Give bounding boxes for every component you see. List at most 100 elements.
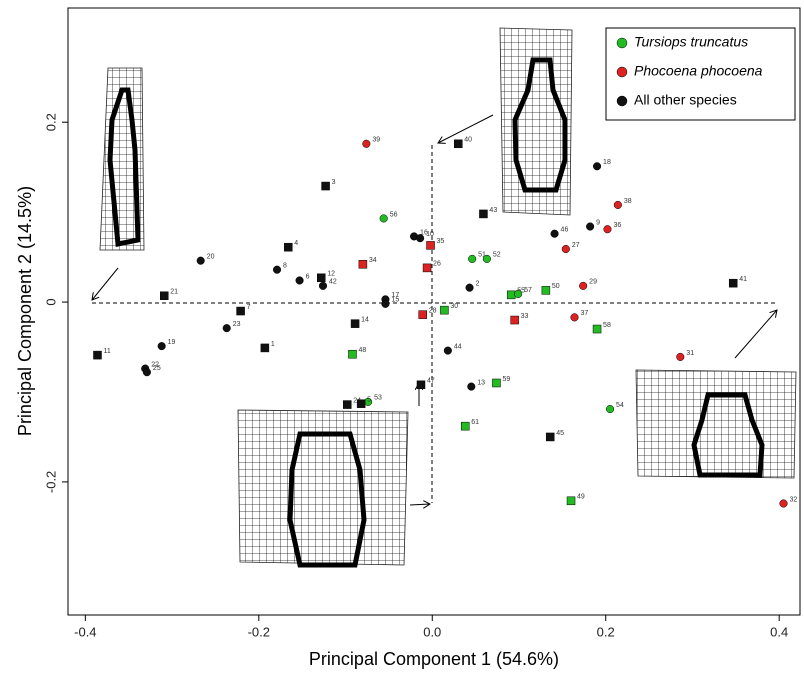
point-label: 37 [581,310,589,317]
point-label: 47 [427,378,435,385]
point-label: 11 [103,348,110,355]
point-label: 17 [391,292,399,299]
point-label: 41 [739,276,747,283]
warp-grid [499,27,573,216]
point [416,380,426,390]
point [379,214,388,223]
point-label: 56 [390,211,398,218]
point [426,241,435,250]
point-label: 6 [306,273,310,280]
point [468,254,477,263]
point [566,496,576,506]
arrow [438,114,494,143]
point-label: 25 [153,365,161,372]
point [454,139,463,149]
point-label: 49 [577,494,585,501]
x-tick-label: -0.2 [248,624,270,639]
point [561,244,570,254]
plot-frame [67,7,801,616]
point-label: 5 [367,397,371,404]
point [157,342,166,351]
point [510,315,519,325]
point-label: 7 [247,304,251,311]
point [592,324,602,334]
point-label: 29 [589,279,597,286]
point-label: 55 [517,288,525,295]
legend-marker [616,37,628,49]
point-label: 26 [433,261,441,268]
point-label: 61 [471,419,479,426]
point [541,286,551,295]
legend-label: All other species [634,92,737,108]
point [260,343,270,353]
point [317,273,326,283]
point [350,319,360,328]
point-label: 28 [429,307,437,314]
point [343,400,352,409]
point [416,234,425,243]
pc-axes [92,114,777,505]
point [482,254,491,263]
point [196,256,205,265]
y-tick-label: -0.2 [43,471,58,493]
x-tick-label: 0.4 [770,624,788,639]
point-label: 15 [391,297,399,304]
shape-deformation-grids [99,27,797,568]
arrow [92,267,119,300]
point [236,306,245,316]
point-label: 27 [572,242,580,249]
point-label: 1 [271,341,275,348]
point-label: 48 [358,347,366,354]
point [613,200,622,209]
warp-grid [635,369,797,479]
point-label: 57 [524,287,532,294]
point [579,281,588,290]
point-label: 34 [369,257,377,264]
point [479,209,488,219]
point-label: 14 [361,316,369,323]
x-tick-label: 0.0 [423,624,441,639]
point [586,222,595,231]
point [222,324,231,333]
legend-label: Tursiops truncatus [634,34,748,50]
point [142,368,151,377]
point [321,181,330,191]
x-tick-label: -0.4 [74,624,96,639]
point [362,139,371,148]
point-label: 10 [426,231,434,238]
point-label: 2 [476,281,480,288]
point-label: 50 [552,283,560,290]
point-label: 8 [283,263,287,270]
point-label: 31 [686,350,694,357]
point-label: 18 [603,159,611,166]
point-label: 53 [374,395,382,402]
y-axis-title: Principal Component 2 (14.5%) [15,186,35,436]
point [506,290,516,300]
shape-outline [107,87,141,247]
point [358,260,368,269]
point [676,352,685,361]
point [356,399,366,408]
point-label: 13 [477,379,485,386]
point [460,421,470,431]
arrow [734,310,777,359]
point [440,305,449,315]
point [93,350,102,360]
x-axis-title: Principal Component 1 (54.6%) [309,649,559,669]
point-label: 39 [372,137,380,144]
point-label: 21 [170,289,178,296]
point [593,162,602,171]
arrow [409,504,430,505]
point-label: 54 [616,402,624,409]
point-label: 33 [521,313,529,320]
point [514,289,523,299]
point-label: 38 [624,198,632,205]
point-label: 3 [332,179,336,186]
point-label: 59 [502,376,510,383]
point-label: 44 [454,343,462,350]
point [492,378,501,388]
legend-marker [616,66,628,78]
point-label: 58 [603,322,611,329]
